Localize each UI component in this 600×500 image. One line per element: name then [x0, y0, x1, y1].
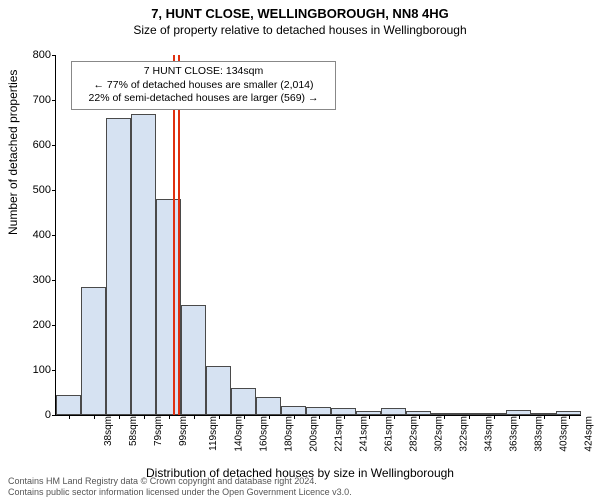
x-tick-label: 261sqm: [383, 416, 394, 452]
histogram-bar: [281, 406, 306, 415]
annotation-box: 7 HUNT CLOSE: 134sqm← 77% of detached ho…: [71, 61, 336, 110]
x-tick-label: 363sqm: [508, 416, 519, 452]
annotation-line2: ← 77% of detached houses are smaller (2,…: [78, 79, 329, 93]
y-tick-label: 300: [16, 274, 51, 286]
x-tick-label: 99sqm: [178, 416, 189, 446]
histogram-bar: [231, 388, 256, 415]
y-tick-label: 200: [16, 319, 51, 331]
x-tick-label: 180sqm: [283, 416, 294, 452]
y-tick-label: 600: [16, 139, 51, 151]
footnote-line1: Contains HM Land Registry data © Crown c…: [8, 476, 317, 486]
x-tick-label: 383sqm: [533, 416, 544, 452]
x-tick-label: 79sqm: [153, 416, 164, 446]
footnote: Contains HM Land Registry data © Crown c…: [8, 476, 352, 498]
histogram-bar: [206, 366, 231, 416]
y-tick-label: 700: [16, 94, 51, 106]
y-tick-label: 400: [16, 229, 51, 241]
chart-title: 7, HUNT CLOSE, WELLINGBOROUGH, NN8 4HG: [0, 0, 600, 21]
y-tick-label: 0: [16, 409, 51, 421]
chart-container: 7, HUNT CLOSE, WELLINGBOROUGH, NN8 4HG S…: [0, 0, 600, 500]
histogram-bar: [181, 305, 206, 415]
annotation-line1: 7 HUNT CLOSE: 134sqm: [78, 65, 329, 79]
footnote-line2: Contains public sector information licen…: [8, 487, 352, 497]
annotation-line3: 22% of semi-detached houses are larger (…: [78, 92, 329, 106]
x-tick-label: 221sqm: [333, 416, 344, 452]
histogram-bar: [331, 408, 356, 415]
y-tick-label: 100: [16, 364, 51, 376]
chart-subtitle: Size of property relative to detached ho…: [0, 21, 600, 37]
x-tick-label: 140sqm: [233, 416, 244, 452]
x-tick-label: 119sqm: [207, 416, 218, 451]
x-tick-label: 302sqm: [433, 416, 444, 452]
x-tick-label: 241sqm: [358, 416, 369, 452]
x-tick-label: 343sqm: [483, 416, 494, 452]
x-tick-label: 200sqm: [308, 416, 319, 452]
y-tick-label: 800: [16, 49, 51, 61]
histogram-bar: [131, 114, 156, 416]
x-tick-label: 38sqm: [103, 416, 114, 446]
plot-area: 010020030040050060070080038sqm58sqm79sqm…: [55, 55, 581, 416]
x-tick-label: 322sqm: [458, 416, 469, 452]
histogram-bar: [81, 287, 106, 415]
histogram-bar: [306, 407, 331, 415]
x-tick-label: 424sqm: [583, 416, 594, 452]
x-tick-label: 282sqm: [408, 416, 419, 452]
histogram-bar: [106, 118, 131, 415]
histogram-bar: [381, 408, 406, 415]
y-tick-label: 500: [16, 184, 51, 196]
x-tick-label: 160sqm: [258, 416, 269, 452]
x-tick-label: 403sqm: [558, 416, 569, 452]
histogram-bar: [56, 395, 81, 415]
x-tick-label: 58sqm: [128, 416, 139, 446]
histogram-bar: [256, 397, 281, 415]
